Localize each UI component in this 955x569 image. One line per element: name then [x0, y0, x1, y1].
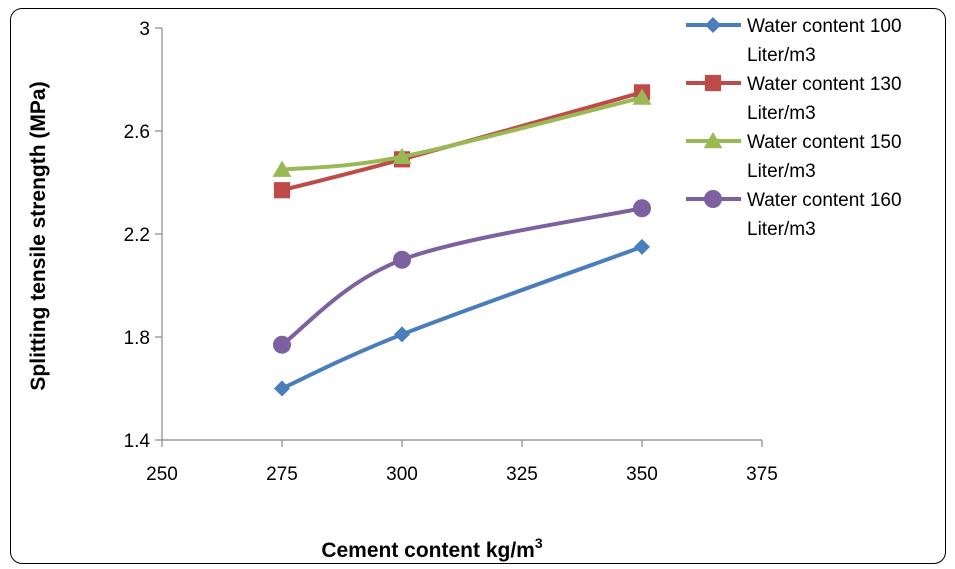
legend-label-unit: Liter/m3	[747, 161, 816, 182]
legend-square-marker	[704, 74, 722, 92]
axes	[161, 28, 762, 441]
x-axis-title: Cement content kg/m3	[321, 535, 543, 562]
diamond-marker	[274, 380, 290, 397]
series-line	[281, 95, 643, 172]
y-tick-label: 1.8	[124, 328, 150, 349]
x-tick-label: 250	[146, 464, 178, 485]
series-1	[274, 238, 650, 397]
square-marker	[273, 182, 291, 199]
y-tick-label: 2.2	[124, 225, 150, 246]
legend-label: Water content 100	[747, 16, 902, 37]
legend-label-unit: Liter/m3	[747, 103, 816, 124]
series-layer	[272, 84, 652, 397]
legend-label: Water content 160	[747, 190, 902, 211]
legend-diamond-marker	[705, 17, 721, 33]
series-line	[280, 206, 643, 347]
circle-marker	[393, 250, 411, 269]
legend-label: Water content 150	[747, 132, 902, 153]
chart-frame	[10, 8, 946, 564]
y-ticks: 1.4 1.8 2.2 2.6 3	[124, 19, 162, 452]
y-tick-label: 3	[139, 19, 150, 40]
x-ticks: 250 275 300 325 350 375	[146, 440, 778, 485]
diamond-marker	[394, 326, 410, 343]
circle-marker	[273, 335, 291, 354]
legend-triangle-marker	[703, 132, 723, 149]
series-3	[272, 88, 652, 177]
triangle-marker	[272, 160, 292, 177]
y-tick-label: 2.6	[124, 122, 150, 143]
legend-item: Water content 100 Liter/m3	[686, 16, 902, 66]
x-tick-label: 300	[386, 464, 418, 485]
y-tick-label: 1.4	[124, 431, 151, 452]
x-tick-label: 375	[746, 464, 778, 485]
x-axis-title-text: Cement content kg/m	[321, 539, 535, 562]
x-tick-label: 275	[266, 464, 298, 485]
legend-item: Water content 160 Liter/m3	[686, 190, 902, 240]
diamond-marker	[634, 238, 650, 255]
legend-label-unit: Liter/m3	[747, 45, 816, 66]
legend-circle-marker	[704, 190, 722, 208]
legend-item: Water content 130 Liter/m3	[686, 74, 902, 124]
circle-marker	[633, 199, 651, 218]
x-tick-label: 325	[506, 464, 538, 485]
x-axis-title-superscript: 3	[535, 535, 543, 551]
y-axis-title: Splitting tensile strength (MPa)	[27, 81, 50, 390]
series-4	[273, 199, 651, 354]
series-line	[281, 244, 643, 391]
legend-item: Water content 150 Liter/m3	[686, 132, 902, 182]
legend-label-unit: Liter/m3	[747, 219, 816, 240]
x-tick-label: 350	[626, 464, 658, 485]
triangle-marker	[392, 147, 412, 164]
legend-label: Water content 130	[747, 74, 902, 95]
triangle-marker	[632, 88, 652, 105]
